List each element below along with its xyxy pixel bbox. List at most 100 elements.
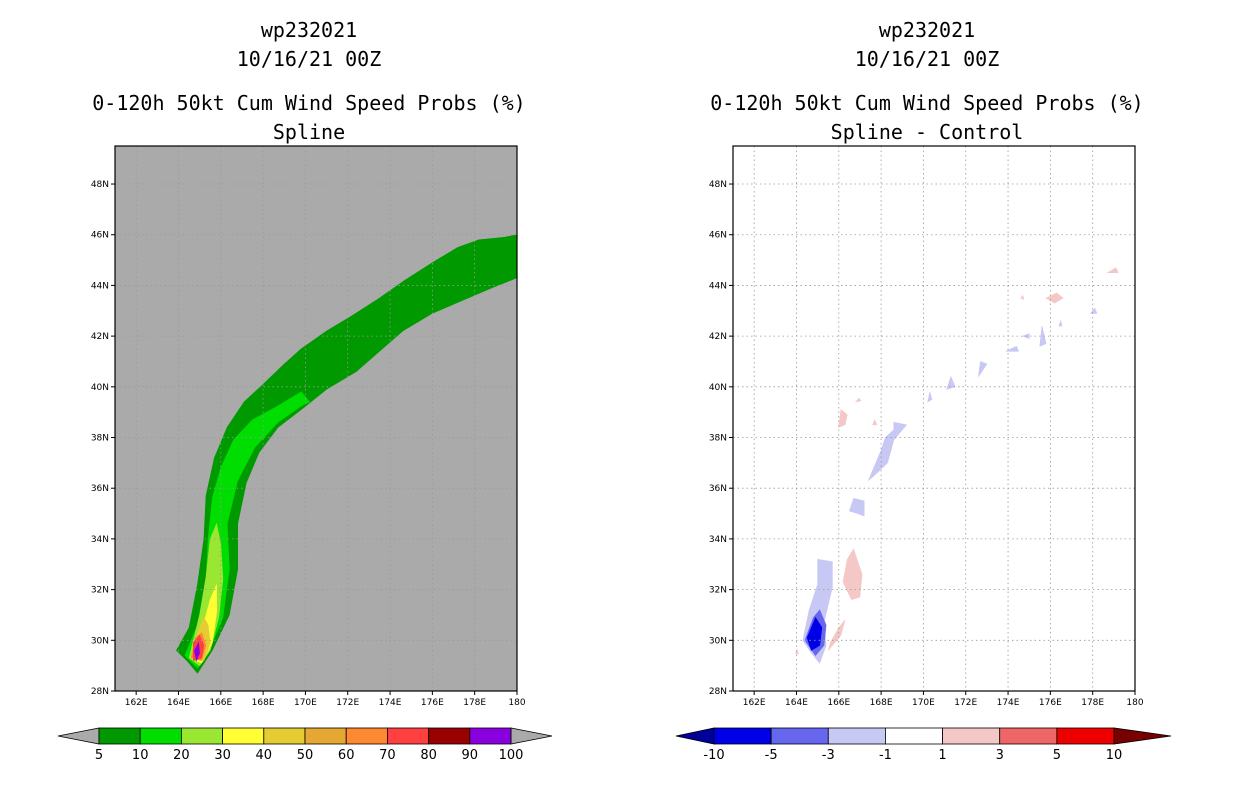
left-colorbar-swatch-7 [386, 727, 429, 745]
right-ytick-label-3: 34N [709, 535, 727, 545]
left-xtick-label-9: 180 [508, 698, 525, 708]
left-xtick-label-0: 162E [125, 698, 148, 708]
right-contour-13-level--3 [1005, 345, 1020, 352]
right-colorbar-label-1: -5 [765, 748, 778, 763]
right-colorbar-swatch-4 [942, 727, 1001, 745]
right-colorbar-label-2: -3 [822, 748, 835, 763]
left-contour-2-level-20 [188, 522, 224, 667]
left-ytick-label-9: 46N [91, 231, 109, 241]
right-ytick-label-10: 48N [709, 180, 727, 190]
left-plot-frame [114, 145, 518, 692]
right-colorbar-label-4: 1 [938, 748, 946, 763]
right-ytick-label-5: 38N [709, 434, 727, 444]
left-ytick-label-3: 34N [91, 535, 109, 545]
left-colorbar-swatch-6 [345, 727, 388, 745]
right-plot-area: 162E 164E 166E 168E 170E 172E 174E 176E 178E 180 2… [709, 145, 1144, 708]
left-title-date: 10/16/21 00Z [236, 47, 382, 71]
left-ytick-label-1: 30N [91, 636, 109, 646]
left-title-product: 0-120h 50kt Cum Wind Speed Probs (%) [92, 91, 526, 115]
left-colorbar-swatch-5 [304, 727, 347, 745]
left-colorbar-label-2: 20 [173, 748, 190, 763]
right-ytick-label-9: 46N [709, 231, 727, 241]
left-colorbar-swatch-8 [428, 727, 471, 745]
right-ytick-label-4: 36N [709, 484, 727, 494]
left-xtick-label-7: 176E [421, 698, 444, 708]
right-ytick-label-0: 28N [709, 687, 727, 697]
right-colorbar-label-3: -1 [879, 748, 892, 763]
right-contour-5-level--3 [849, 497, 865, 517]
right-plot-background [733, 146, 1135, 691]
left-colorbar-swatch-4 [263, 727, 306, 745]
right-colorbar-label-6: 5 [1053, 748, 1061, 763]
right-xtick-label-4: 170E [912, 698, 935, 708]
right-xtick-label-0: 162E [743, 698, 766, 708]
left-ytick-label-5: 38N [91, 434, 109, 444]
right-ytick-label-6: 40N [709, 383, 727, 393]
left-ytick-label-7: 42N [91, 332, 109, 342]
left-plot-background [115, 146, 517, 691]
left-colorbar-label-9: 90 [462, 748, 479, 763]
left-plot-area: 162E 164E 166E 168E 170E 172E 174E 176E 178E 180 2… [91, 145, 526, 708]
right-colorbar-swatch-3 [885, 727, 943, 745]
right-contour-2-level--10 [806, 616, 823, 651]
left-xtick-label-8: 178E [463, 698, 486, 708]
left-colorbar-label-4: 40 [256, 748, 273, 763]
left-ytick-label-4: 36N [91, 484, 109, 494]
left-colorbar-label-6: 60 [338, 748, 355, 763]
right-colorbar-swatch-6 [1056, 727, 1115, 745]
right-contour-19-level--3 [1089, 307, 1098, 314]
left-colorbar-swatch-9 [469, 727, 512, 745]
right-contour-17-level-1 [1020, 294, 1025, 300]
left-colorbar-label-5: 50 [297, 748, 314, 763]
right-colorbar-under-arrow [675, 727, 715, 745]
right-xtick-label-6: 174E [997, 698, 1020, 708]
right-colorbar-label-5: 3 [996, 748, 1004, 763]
right-colorbar-swatch-1 [770, 727, 829, 745]
left-ytick-label-2: 32N [91, 586, 109, 596]
right-xtick-label-2: 166E [827, 698, 850, 708]
right-contour-21-level-1 [794, 649, 800, 655]
right-contour-6-level--3 [868, 421, 908, 481]
right-colorbar-swatch-2 [827, 727, 886, 745]
left-xtick-label-6: 174E [379, 698, 402, 708]
right-colorbar: -10 -5 -3 -1 1 3 5 10 [675, 727, 1172, 763]
left-xtick-label-5: 172E [336, 698, 359, 708]
left-ytick-label-6: 40N [91, 383, 109, 393]
left-colorbar-over-arrow [510, 727, 553, 745]
right-colorbar-swatch-0 [713, 727, 772, 745]
left-title-method: Spline [272, 120, 346, 144]
right-contour-14-level--3 [1039, 325, 1047, 347]
left-contour-7-level-90 [193, 641, 200, 662]
right-ytick-label-1: 30N [709, 636, 727, 646]
left-colorbar-label-0: 5 [95, 748, 103, 763]
right-ytick-label-2: 32N [709, 586, 727, 596]
right-contour-7-level-1 [838, 409, 848, 428]
left-colorbar-under-arrow [57, 727, 100, 745]
right-title-date: 10/16/21 00Z [854, 47, 1000, 71]
left-ytick-label-10: 48N [91, 180, 109, 190]
left-title-storm: wp232021 [260, 18, 358, 42]
left-xtick-label-2: 166E [209, 698, 232, 708]
right-title-product: 0-120h 50kt Cum Wind Speed Probs (%) [710, 91, 1144, 115]
right-contour-3-level-1 [842, 548, 863, 601]
right-contour-16-level-1 [1045, 292, 1064, 304]
left-colorbar-swatch-3 [222, 727, 265, 745]
right-colorbar-label-0: -10 [703, 748, 724, 763]
left-colorbar-swatch-2 [180, 727, 223, 745]
left-colorbar-swatch-1 [139, 727, 182, 745]
right-contour-12-level--3 [978, 361, 988, 377]
right-ytick-label-8: 44N [709, 281, 727, 291]
right-contour-8-level-1 [854, 397, 862, 403]
left-ytick-label-0: 28N [91, 687, 109, 697]
left-xtick-label-4: 170E [294, 698, 317, 708]
left-colorbar-label-1: 10 [132, 748, 149, 763]
right-xtick-label-3: 168E [870, 698, 893, 708]
left-colorbar-label-7: 70 [379, 748, 396, 763]
right-colorbar-over-arrow [1113, 727, 1172, 745]
right-contour-20-level-1 [1106, 267, 1119, 274]
right-contour-9-level-1 [872, 419, 878, 426]
right-contour-11-level--3 [946, 375, 956, 390]
right-contour-10-level--3 [927, 391, 933, 403]
right-colorbar-swatch-5 [999, 727, 1058, 745]
